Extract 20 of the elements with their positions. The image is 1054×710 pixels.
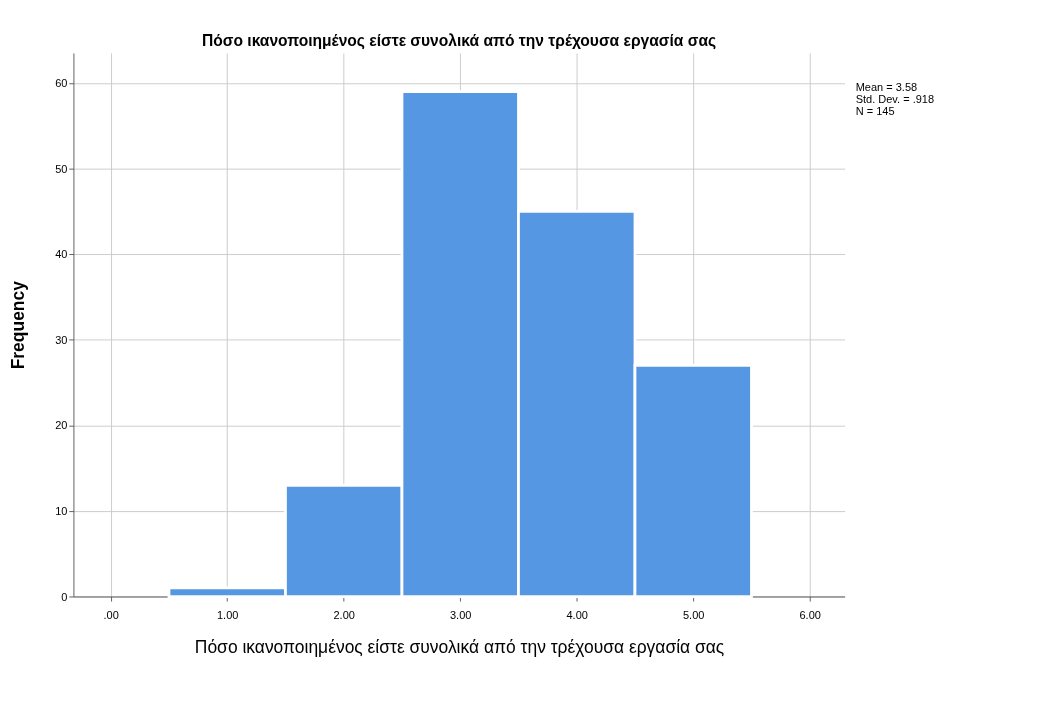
chart-title: Πόσο ικανοποιημένος είστε συνολικά από την τρέχουσα εργασία σας xyxy=(202,31,717,50)
x-tick-label: 5.00 xyxy=(682,609,705,622)
x-tick-label: 4.00 xyxy=(566,609,588,622)
x-tick-label: 6.00 xyxy=(799,609,821,622)
text: Std. Dev. = .918 xyxy=(855,92,935,105)
y-tick-label: 50 xyxy=(55,162,68,175)
y-tick-label: 0 xyxy=(61,590,68,603)
x-axis-title: Πόσο ικανοποιημένος είστε συνολικά από την τρέχουσα εργασία σας xyxy=(194,636,725,657)
x-tick-label: 1.00 xyxy=(216,609,239,622)
text: N = 145 xyxy=(855,104,895,117)
x-tick-label: 3.00 xyxy=(449,609,472,622)
y-tick-label: 60 xyxy=(55,77,68,90)
y-axis-title: Frequency xyxy=(8,280,29,370)
y-tick-label: 20 xyxy=(55,419,68,432)
text: Mean = 3.58 xyxy=(855,80,918,93)
y-tick-label: 30 xyxy=(55,333,68,346)
x-tick-label: .00 xyxy=(103,609,119,622)
x-tick-label: 2.00 xyxy=(333,609,355,622)
y-tick-label: 10 xyxy=(55,505,68,518)
y-tick-label: 40 xyxy=(55,248,68,261)
